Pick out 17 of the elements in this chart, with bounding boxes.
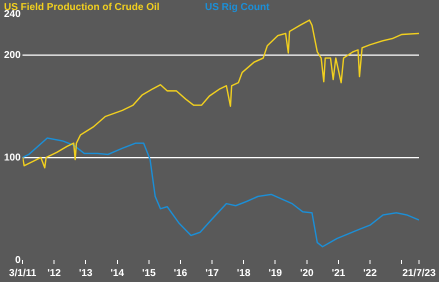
text: US Rig Count [205,2,270,13]
x-tick-label: '18 [236,268,251,279]
x-tick-label: '20 [300,268,314,279]
y-tick-label: 0 [15,254,22,266]
x-tick-label: '12 [47,268,62,279]
y-tick-label: 200 [4,50,22,61]
x-tick-label: '16 [174,268,188,279]
x-tick-label: '21 [332,268,346,279]
x-tick-label: '17 [205,268,220,279]
x-tick-label: '15 [142,268,156,279]
x-tick-label: '22 [363,268,378,279]
x-tick-label: '14 [110,268,124,279]
y-tick-label: 100 [4,152,22,164]
x-tick-label: 21/7/23 [402,268,436,279]
x-tick-label: '13 [78,268,93,279]
x-tick-label: 3/1/11 [9,268,37,279]
x-tick-label: '19 [268,268,282,279]
